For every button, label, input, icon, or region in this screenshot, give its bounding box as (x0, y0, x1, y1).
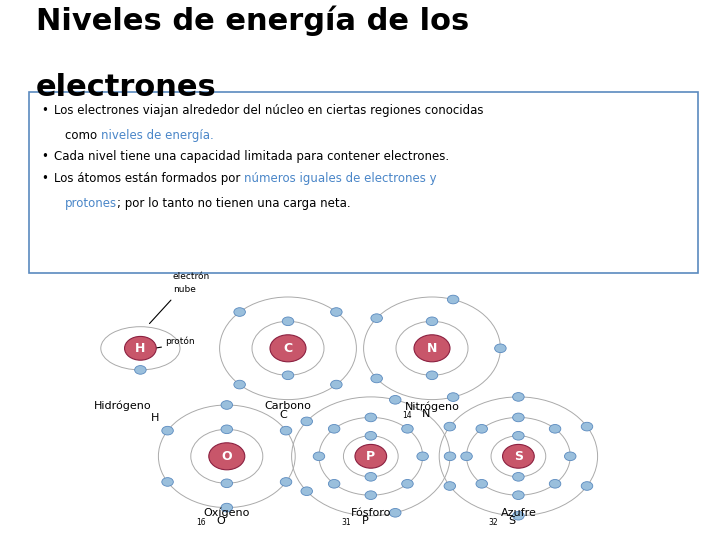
Bar (29, 92, 698, 273)
Circle shape (447, 393, 459, 401)
Circle shape (280, 427, 292, 435)
Circle shape (476, 424, 487, 433)
Circle shape (234, 308, 246, 316)
Circle shape (513, 511, 524, 520)
Circle shape (282, 371, 294, 380)
Text: Cada nivel tiene una capacidad limitada para contener electrones.: Cada nivel tiene una capacidad limitada … (54, 150, 449, 163)
Circle shape (513, 431, 524, 440)
Text: O: O (217, 516, 225, 526)
Text: H: H (135, 342, 145, 355)
Text: O: O (222, 450, 232, 463)
Circle shape (365, 413, 377, 422)
Circle shape (513, 472, 524, 481)
Text: Los electrones viajan alrededor del núcleo en ciertas regiones conocidas: Los electrones viajan alrededor del núcl… (54, 104, 484, 117)
Text: Los átomos están formados por: Los átomos están formados por (54, 172, 244, 185)
Circle shape (162, 427, 174, 435)
Circle shape (301, 417, 312, 426)
Circle shape (330, 308, 342, 316)
Text: niveles de energía.: niveles de energía. (101, 129, 213, 141)
Text: C: C (284, 342, 292, 355)
Text: números iguales de electrones y: números iguales de electrones y (244, 172, 437, 185)
Text: ; por lo tanto no tienen una carga neta.: ; por lo tanto no tienen una carga neta. (117, 197, 351, 210)
Circle shape (371, 314, 382, 322)
Circle shape (221, 425, 233, 434)
Text: 14: 14 (402, 411, 411, 421)
Circle shape (221, 401, 233, 409)
Text: N: N (422, 409, 431, 420)
Circle shape (581, 482, 593, 490)
Circle shape (282, 317, 294, 326)
Text: P: P (361, 516, 368, 526)
Circle shape (503, 444, 534, 468)
Circle shape (162, 478, 174, 486)
Circle shape (390, 395, 401, 404)
Circle shape (390, 509, 401, 517)
Circle shape (513, 413, 524, 422)
Text: Hidrógeno: Hidrógeno (94, 401, 151, 411)
Text: C: C (279, 410, 287, 421)
Text: •: • (41, 104, 48, 117)
Circle shape (209, 443, 245, 470)
Text: Oxígeno: Oxígeno (204, 508, 250, 518)
Circle shape (280, 478, 292, 487)
Circle shape (444, 482, 456, 490)
Text: como: como (65, 129, 101, 141)
Circle shape (447, 295, 459, 304)
Text: P: P (366, 450, 375, 463)
Circle shape (125, 336, 156, 360)
Circle shape (444, 452, 456, 461)
Circle shape (328, 480, 340, 488)
Circle shape (513, 491, 524, 500)
Circle shape (549, 424, 561, 433)
Text: 32: 32 (488, 518, 498, 528)
Circle shape (495, 344, 506, 353)
Circle shape (328, 424, 340, 433)
Text: Nitrógeno: Nitrógeno (405, 401, 459, 411)
Text: protones: protones (65, 197, 117, 210)
Circle shape (444, 422, 456, 431)
Circle shape (365, 491, 377, 500)
Text: Fósforo: Fósforo (351, 508, 391, 518)
Circle shape (270, 335, 306, 362)
Circle shape (476, 480, 487, 488)
Text: S: S (508, 516, 516, 526)
Text: nube: nube (173, 285, 196, 294)
Circle shape (461, 452, 472, 461)
Text: •: • (41, 172, 48, 185)
Circle shape (221, 479, 233, 488)
Text: S: S (514, 450, 523, 463)
Circle shape (355, 444, 387, 468)
Text: 31: 31 (341, 518, 351, 528)
Circle shape (426, 371, 438, 380)
Circle shape (414, 335, 450, 362)
Circle shape (330, 380, 342, 389)
Circle shape (365, 431, 377, 440)
Text: protón: protón (166, 336, 195, 346)
Circle shape (513, 393, 524, 401)
Text: Azufre: Azufre (500, 508, 536, 518)
Circle shape (365, 472, 377, 481)
Circle shape (549, 480, 561, 488)
Text: •: • (41, 150, 48, 163)
Circle shape (221, 503, 233, 512)
Circle shape (301, 487, 312, 496)
Circle shape (135, 366, 146, 374)
Circle shape (426, 317, 438, 326)
Text: Carbono: Carbono (264, 401, 312, 411)
Circle shape (234, 380, 246, 389)
Text: electrón: electrón (173, 272, 210, 281)
Text: H: H (150, 413, 159, 423)
Circle shape (313, 452, 325, 461)
Text: Niveles de energía de los: Niveles de energía de los (36, 5, 469, 36)
Circle shape (564, 452, 576, 461)
Circle shape (402, 424, 413, 433)
Circle shape (371, 374, 382, 383)
Circle shape (581, 422, 593, 431)
Text: 16: 16 (197, 518, 206, 528)
Circle shape (417, 452, 428, 461)
Circle shape (402, 480, 413, 488)
Text: electrones: electrones (36, 73, 217, 102)
Text: N: N (427, 342, 437, 355)
